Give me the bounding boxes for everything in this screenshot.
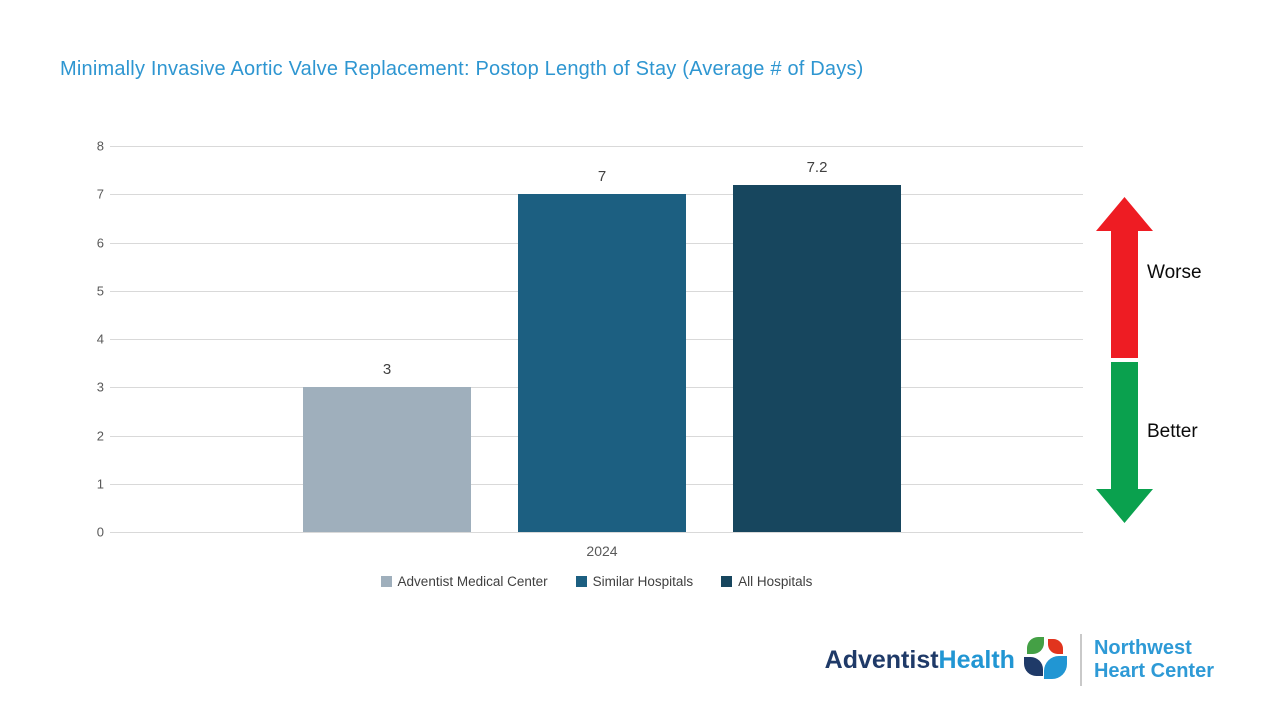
x-axis-label: 2024 (586, 543, 618, 559)
plot-area: 3 7 7.2 (110, 146, 1083, 533)
legend-label-similar-hospitals: Similar Hospitals (592, 574, 694, 589)
y-tick-label: 5 (96, 283, 104, 299)
y-axis: 0 1 2 3 4 5 6 7 8 (0, 139, 104, 540)
org-name: Northwest Heart Center (1094, 637, 1214, 684)
legend-item-adventist-medical-center: Adventist Medical Center (380, 574, 548, 589)
legend: Adventist Medical Center Similar Hospital… (110, 574, 1083, 589)
legend-swatch-adventist-medical-center (380, 576, 392, 587)
bar-value-adventist-medical-center: 3 (382, 361, 392, 379)
legend-label-adventist-medical-center: Adventist Medical Center (397, 574, 548, 589)
worse-label: Worse (1147, 262, 1202, 283)
y-tick-label: 2 (96, 428, 104, 443)
brand-health: Health (938, 645, 1015, 674)
leaf-blue-icon (1043, 656, 1067, 679)
legend-swatch-all-hospitals (721, 576, 733, 587)
y-tick-label: 4 (96, 331, 104, 347)
legend-swatch-similar-hospitals (575, 576, 587, 587)
legend-item-all-hospitals: All Hospitals (721, 574, 812, 589)
worse-better-arrows (1096, 197, 1153, 523)
y-tick-label: 3 (96, 379, 104, 395)
gridline (110, 146, 1083, 147)
better-down-arrow-icon (1096, 362, 1153, 523)
better-label: Better (1147, 421, 1198, 442)
legend-item-similar-hospitals: Similar Hospitals (575, 574, 694, 589)
bar-all-hospitals (733, 184, 901, 532)
y-tick-label: 1 (96, 476, 104, 492)
bar-similar-hospitals (518, 194, 686, 532)
adventist-health-wordmark: Adventist Health (825, 646, 1015, 675)
org-name-line2: Heart Center (1093, 660, 1214, 682)
page-title: Minimally Invasive Aortic Valve Replacem… (60, 58, 864, 80)
y-tick-label: 0 (96, 524, 104, 540)
org-name-line1: Northwest (1093, 636, 1192, 659)
y-tick-label: 8 (96, 138, 104, 154)
leaf-green-icon (1026, 637, 1044, 654)
logo-divider (1079, 634, 1082, 686)
gridline (110, 532, 1083, 533)
bar-value-all-hospitals: 7.2 (806, 158, 828, 176)
bar-value-similar-hospitals: 7 (597, 168, 607, 186)
leaf-red-icon (1047, 639, 1063, 654)
leaf-navy-icon (1023, 657, 1043, 676)
y-tick-label: 6 (96, 235, 104, 250)
footer-logo: Adventist Health Northwest Heart Center (825, 634, 1214, 686)
worse-up-arrow-icon (1096, 197, 1153, 358)
adventist-health-logo-icon (1023, 636, 1068, 684)
bar-adventist-medical-center (303, 387, 471, 532)
y-tick-label: 7 (96, 186, 104, 202)
legend-label-all-hospitals: All Hospitals (738, 574, 813, 589)
brand-adventist: Adventist (824, 645, 939, 674)
